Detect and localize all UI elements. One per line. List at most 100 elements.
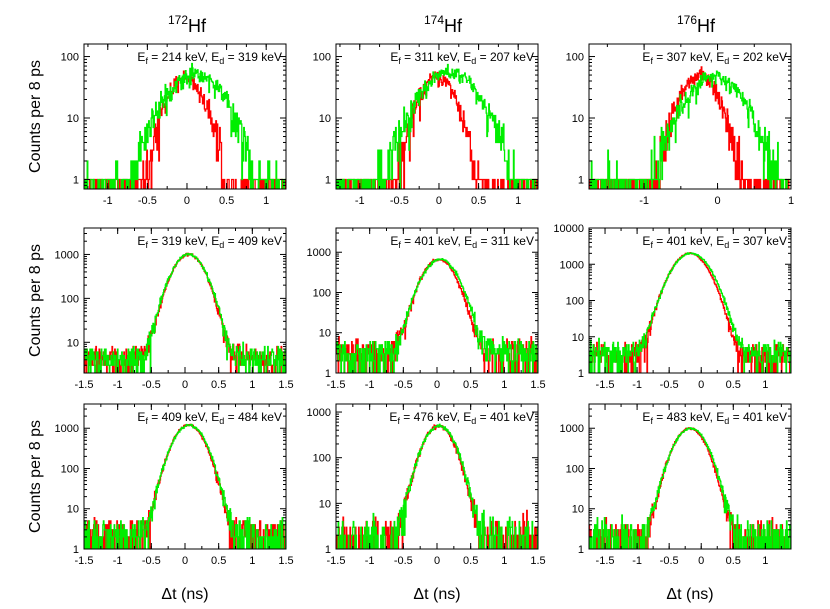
panel-r1-c2: -1.5 -1 -0.5 0 0.5 1 1 10 100 1000 10000 Ef = 401 k… <box>553 223 792 391</box>
ef-symbol: E <box>389 410 397 424</box>
x-tick-label: -1 <box>365 379 375 391</box>
series-series_1-line <box>84 252 286 373</box>
series-group <box>336 257 538 373</box>
series-series_2-line <box>590 70 791 189</box>
ef-value: 401 keV <box>667 234 711 248</box>
panel-r2-c0: -1.5 -1 -0.5 0 0.5 1 1.5 1 10 100 1000 Ef = 409 keV… <box>55 403 294 567</box>
y-tick-label: 10 <box>319 498 331 510</box>
x-tick-label: -1 <box>365 555 375 567</box>
energy-annotation: Ef = 483 keV, Ed = 401 keV <box>642 410 787 426</box>
ef-subscript: f <box>650 56 653 66</box>
x-tick-label: -0.5 <box>142 379 161 391</box>
x-tick-label: 0.5 <box>463 379 478 391</box>
ef-symbol: E <box>137 234 145 248</box>
y-tick-label: 100 <box>313 287 331 299</box>
series-group <box>589 66 791 189</box>
column-title: 174Hf <box>424 13 463 36</box>
ed-symbol: , E <box>710 50 725 64</box>
panel-r2-c1: -1.5 -1 -0.5 0 0.5 1 1.5 1 10 100 1000 Ef = 476 keV… <box>307 403 546 567</box>
ef-value: 401 keV <box>415 234 459 248</box>
column-title-element: Hf <box>188 16 207 36</box>
y-tick-label: 1000 <box>560 259 584 271</box>
y-axis-label: Counts per 8 ps <box>27 60 44 173</box>
y-tick-label: 1 <box>578 174 584 186</box>
energy-annotation: Ef = 214 keV, Ed = 319 keV <box>137 50 282 66</box>
x-tick-label: -1.5 <box>596 379 615 391</box>
y-tick-label: 100 <box>313 453 331 465</box>
column-title-element: Hf <box>697 16 716 36</box>
x-tick-label: 1 <box>515 195 521 207</box>
y-tick-label: 10 <box>572 332 584 344</box>
x-tick-label: 1 <box>762 379 768 391</box>
x-axis-label: Δt (ns) <box>413 586 460 603</box>
plot-frame <box>83 43 287 190</box>
y-tick-label: 10 <box>319 113 331 125</box>
ef-equals: = <box>653 410 667 424</box>
column-title: 172Hf <box>168 13 207 36</box>
x-tick-label: 1 <box>762 555 768 567</box>
ef-subscript: f <box>650 240 653 250</box>
y-tick-label: 10 <box>319 328 331 340</box>
x-tick-label: -1 <box>639 195 649 207</box>
y-tick-label: 1000 <box>55 423 79 435</box>
ef-equals: = <box>148 234 162 248</box>
series-series_2-line <box>84 62 286 189</box>
ed-value: 202 keV <box>743 50 787 64</box>
ef-value: 214 keV <box>162 50 206 64</box>
y-tick-label: 10 <box>572 504 584 516</box>
y-tick-label: 100 <box>61 293 79 305</box>
series-series_2-line <box>589 427 791 549</box>
x-tick-label: -1 <box>103 195 113 207</box>
x-tick-label: 0 <box>714 195 720 207</box>
ed-symbol: , E <box>205 410 220 424</box>
series-group <box>589 427 791 549</box>
series-series_1-line <box>84 423 286 549</box>
ed-value: 484 keV <box>238 410 282 424</box>
ed-symbol: , E <box>457 50 472 64</box>
ef-value: 311 keV <box>415 50 458 64</box>
x-tick-label: -0.5 <box>394 379 413 391</box>
ef-value: 319 keV <box>162 234 206 248</box>
ef-equals: = <box>653 50 667 64</box>
ef-subscript: f <box>398 240 401 250</box>
y-tick-label: 1 <box>73 174 79 186</box>
x-tick-label: -0.5 <box>660 555 679 567</box>
energy-annotation: Ef = 311 keV, Ed = 207 keV <box>390 50 534 66</box>
x-tick-label: -1 <box>632 379 642 391</box>
series-group <box>336 63 538 189</box>
panel-r0-c2: -1 0 1 1 10 100 Ef = 307 keV, Ed = 202 keV <box>566 43 794 207</box>
ef-subscript: f <box>650 416 653 426</box>
ed-symbol: , E <box>205 50 220 64</box>
ed-symbol: , E <box>710 234 725 248</box>
y-tick-label: 1 <box>325 174 331 186</box>
ef-symbol: E <box>137 410 145 424</box>
x-tick-label: 0 <box>182 379 188 391</box>
x-tick-label: 0.5 <box>471 195 486 207</box>
y-tick-label: 1 <box>578 368 584 380</box>
energy-annotation: Ef = 476 keV, Ed = 401 keV <box>389 410 534 426</box>
ef-equals: = <box>653 234 667 248</box>
x-tick-label: -0.5 <box>394 555 413 567</box>
x-tick-label: 1 <box>263 195 269 207</box>
ed-subscript: d <box>219 56 224 66</box>
x-tick-label: 1.5 <box>530 555 545 567</box>
series-series_2-line <box>84 423 286 549</box>
energy-annotation: Ef = 409 keV, Ed = 484 keV <box>137 410 282 426</box>
ed-value: 401 keV <box>490 410 534 424</box>
column-title-element: Hf <box>444 16 463 36</box>
ed-value: 319 keV <box>238 50 282 64</box>
x-tick-label: 0 <box>434 379 440 391</box>
ef-symbol: E <box>137 50 145 64</box>
x-tick-label: 1.5 <box>278 555 293 567</box>
ef-symbol: E <box>642 50 650 64</box>
x-tick-label: -0.5 <box>142 555 161 567</box>
plot-frame <box>335 43 539 190</box>
x-tick-label: 0.5 <box>211 379 226 391</box>
ed-equals: = <box>729 410 743 424</box>
panel-r0-c1: -1 -0.5 0 0.5 1 1 10 100 Ef = 311 keV, Ed = 207 … <box>313 43 539 207</box>
y-axis-label: Counts per 8 ps <box>27 420 44 533</box>
series-group <box>589 252 791 373</box>
x-tick-label: -0.5 <box>660 379 679 391</box>
x-tick-label: 0.5 <box>726 555 741 567</box>
